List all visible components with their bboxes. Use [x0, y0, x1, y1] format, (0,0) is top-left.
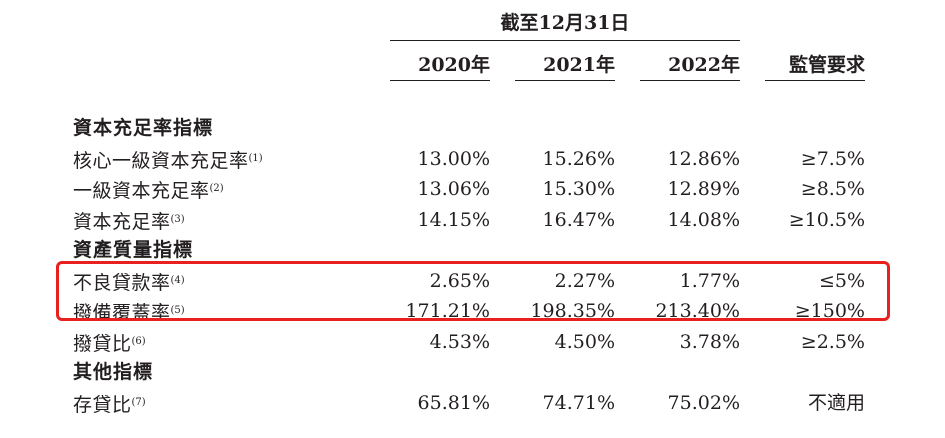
footnote-marker: (5) [170, 305, 185, 316]
value-cell: 16.47% [542, 208, 615, 231]
requirement-cell: ≤5% [818, 269, 865, 292]
requirement-cell: ≥150% [794, 300, 865, 322]
row-label: 撥貸比(6) [73, 327, 146, 359]
table-row: 資本充足率(3) 14.15% 16.47% 14.08% ≥10.5% [0, 205, 945, 235]
value-cell: 14.08% [667, 208, 740, 231]
requirement-cell: ≥10.5% [788, 208, 865, 231]
table-row: 撥貸比(6) 4.53% 4.50% 3.78% ≥2.5% [0, 327, 945, 357]
section-header-row: 其他指標 [0, 357, 945, 387]
value-cell: 198.35% [530, 300, 615, 322]
value-cell: 4.50% [554, 330, 615, 353]
row-label-text: 核心一級資本充足率 [73, 149, 249, 172]
column-rule-2021 [515, 80, 615, 81]
value-cell: 3.78% [679, 330, 740, 353]
value-cell: 213.40% [655, 300, 740, 322]
column-header-2020: 2020年 [418, 54, 490, 76]
row-label-text: 撥貸比 [73, 332, 132, 355]
period-header-rule [390, 40, 740, 41]
value-cell: 74.71% [542, 391, 615, 414]
column-header-2022: 2022年 [668, 54, 740, 76]
value-cell: 15.30% [542, 178, 615, 200]
value-cell: 13.06% [417, 178, 490, 200]
table-row: 存貸比(7) 65.81% 74.71% 75.02% 不適用 [0, 388, 945, 418]
requirement-cell: 不適用 [807, 391, 865, 414]
footnote-marker: (4) [170, 274, 185, 286]
table-row: 核心一級資本充足率(1) 13.00% 15.26% 12.86% ≥7.5% [0, 144, 945, 174]
value-cell: 171.21% [405, 300, 490, 322]
row-label-text: 資本充足率指標 [73, 117, 214, 139]
section-label: 其他指標 [73, 357, 153, 387]
section-header-row: 資本充足率指標 [0, 113, 945, 143]
period-header: 截至12月31日 [500, 12, 630, 34]
requirement-cell: ≥7.5% [800, 147, 865, 170]
column-header-2021: 2021年 [543, 54, 615, 76]
footnote-marker: (1) [248, 152, 263, 164]
value-cell: 15.26% [542, 147, 615, 170]
footnote-marker: (6) [131, 335, 146, 347]
value-cell: 14.15% [417, 208, 490, 231]
footnote-marker: (7) [131, 396, 146, 408]
value-cell: 13.00% [417, 147, 490, 170]
section-label: 資產質量指標 [73, 235, 193, 265]
value-cell: 2.27% [554, 269, 615, 292]
row-label-text: 資本充足率 [73, 210, 171, 233]
column-header-regulatory: 監管要求 [788, 54, 865, 76]
row-label-text: 其他指標 [73, 361, 154, 383]
row-label: 存貸比(7) [73, 388, 146, 420]
row-label: 核心一級資本充足率(1) [73, 144, 263, 176]
row-label: 資本充足率(3) [73, 205, 185, 237]
row-label-text: 存貸比 [73, 393, 132, 416]
row-label-text: 一級資本充足率 [73, 180, 210, 202]
column-rule-regulatory [765, 80, 865, 81]
value-cell: 2.65% [429, 269, 490, 292]
row-label-text: 資產質量指標 [73, 239, 194, 261]
value-cell: 12.89% [667, 178, 740, 200]
value-cell: 75.02% [667, 391, 740, 414]
row-label: 一級資本充足率(2) [73, 174, 224, 206]
footnote-marker: (3) [170, 213, 185, 225]
footnote-marker: (2) [209, 183, 224, 194]
value-cell: 1.77% [679, 269, 740, 292]
requirement-cell: ≥2.5% [800, 330, 865, 353]
section-label: 資本充足率指標 [73, 113, 213, 143]
table-row: 一級資本充足率(2) 13.06% 15.30% 12.89% ≥8.5% [0, 174, 945, 204]
column-rule-2022 [640, 80, 740, 81]
requirement-cell: ≥8.5% [800, 178, 865, 200]
section-header-row: 資產質量指標 [0, 235, 945, 265]
value-cell: 65.81% [417, 391, 490, 414]
row-label-text: 不良貸款率 [73, 271, 171, 294]
value-cell: 4.53% [429, 330, 490, 353]
row-label: 不良貸款率(4) [73, 266, 185, 298]
column-rule-2020 [390, 80, 490, 81]
value-cell: 12.86% [667, 147, 740, 170]
highlight-box [56, 261, 890, 321]
table-row: 不良貸款率(4) 2.65% 2.27% 1.77% ≤5% [0, 266, 945, 296]
